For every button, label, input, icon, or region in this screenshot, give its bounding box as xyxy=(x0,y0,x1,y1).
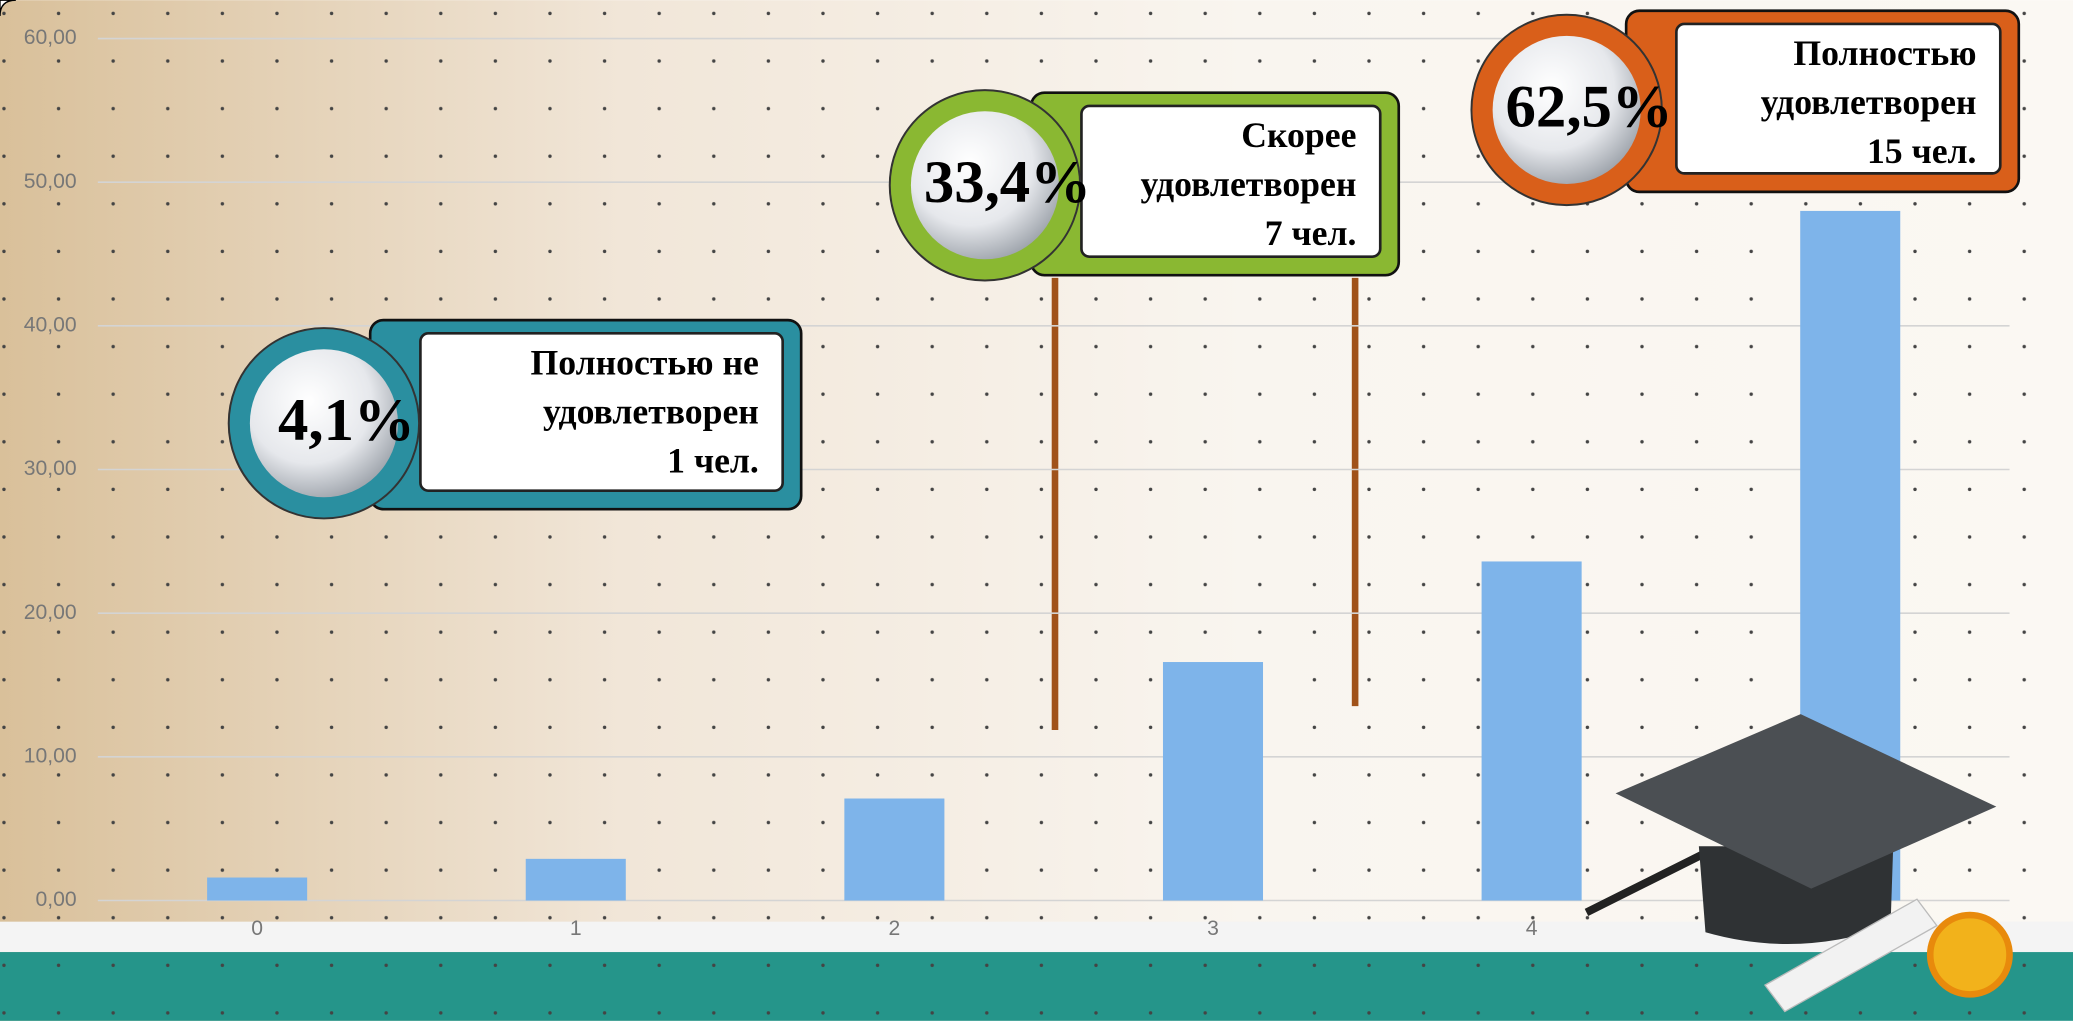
callout-line: удовлетворен xyxy=(1141,164,1357,204)
callout-percent: 62,5% xyxy=(1506,74,1673,141)
graduation-cap xyxy=(1584,714,2013,1013)
callout: 62,5% Полностью удовлетворен 15 чел. xyxy=(1470,9,2021,207)
callout-line: 15 чел. xyxy=(1867,131,1977,171)
y-tick-label: 20,00 xyxy=(24,601,77,624)
y-tick-label: 50,00 xyxy=(24,170,77,193)
callout: 33,4% Скорее удовлетворен 7 чел. xyxy=(888,89,1401,282)
x-tick-label: 4 xyxy=(1526,917,1538,940)
badge xyxy=(1492,35,1641,184)
callout-line: Скорее xyxy=(1241,115,1356,155)
callout-line: удовлетворен xyxy=(543,391,759,431)
x-tick-label: 0 xyxy=(251,917,263,940)
y-tick-label: 30,00 xyxy=(24,457,77,480)
callouts: 4,1% Полностью не удовлетворен 1 чел. 33,4% С… xyxy=(227,9,2021,520)
y-tick-label: 10,00 xyxy=(24,744,77,767)
y-tick-label: 60,00 xyxy=(24,26,77,49)
corner xyxy=(0,0,16,17)
bar xyxy=(844,798,945,901)
bar xyxy=(1162,662,1264,901)
bar xyxy=(525,858,626,901)
callout-box xyxy=(1080,104,1382,258)
y-tick-label: 40,00 xyxy=(24,313,77,336)
x-tick-label: 1 xyxy=(570,917,582,940)
x-tick-label: 2 xyxy=(888,917,900,940)
badge xyxy=(910,111,1059,260)
x-tick-label: 3 xyxy=(1207,917,1219,940)
callout-line: Полностью не xyxy=(530,343,758,383)
callout-line: Полностью xyxy=(1793,33,1976,73)
badge xyxy=(249,349,398,498)
y-tick-label: 0,00 xyxy=(36,888,77,911)
callout-percent: 4,1% xyxy=(278,387,415,454)
bar xyxy=(1481,561,1582,901)
callout-line: 1 чел. xyxy=(667,440,759,480)
bar xyxy=(207,877,308,901)
callout-box xyxy=(1675,22,2002,175)
callout-box xyxy=(419,332,784,492)
callout-percent: 33,4% xyxy=(924,149,1091,216)
callout-line: удовлетворен xyxy=(1761,82,1977,122)
callout-line: 7 чел. xyxy=(1265,213,1357,253)
callout: 4,1% Полностью не удовлетворен 1 чел. xyxy=(227,318,803,520)
